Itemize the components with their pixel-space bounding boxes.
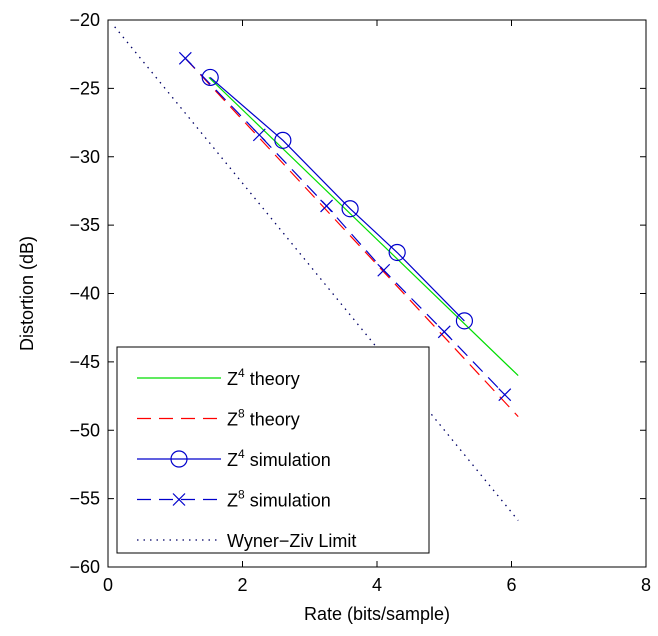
data-point-circle <box>455 312 474 330</box>
data-point-circle <box>388 243 406 262</box>
x-tick-label: 6 <box>506 575 516 595</box>
x-tick-label: 0 <box>103 575 113 595</box>
legend-label-base: Z <box>227 450 238 470</box>
legend-box <box>116 346 430 554</box>
y-tick-label: −55 <box>69 489 100 509</box>
legend-item: Z4 simulation <box>137 447 331 470</box>
data-point-x <box>437 325 451 339</box>
x-axis-label: Rate (bits/sample) <box>304 604 450 624</box>
legend-item: Z4 theory <box>137 366 300 389</box>
data-point-circle <box>274 131 292 149</box>
legend-label-rest: simulation <box>245 491 331 511</box>
series-line-3 <box>184 57 506 396</box>
y-tick-label: −50 <box>69 420 100 440</box>
y-tick-label: −40 <box>69 284 100 304</box>
legend-label: Z4 theory <box>227 366 300 389</box>
y-tick-label: −60 <box>69 557 100 577</box>
data-point-x-stroke <box>178 51 192 65</box>
y-tick-label: −45 <box>69 352 100 372</box>
data-point-x-stroke <box>437 325 451 339</box>
data-point-circle <box>341 200 359 218</box>
data-point-x <box>320 199 333 213</box>
legend-marker-x <box>172 493 186 506</box>
y-tick-label: −30 <box>69 147 100 167</box>
legend-marker-circle <box>170 450 188 468</box>
data-point-x <box>252 128 266 142</box>
x-tick-label: 4 <box>372 575 382 595</box>
data-point-x <box>377 263 391 277</box>
x-tick-label: 8 <box>641 575 651 595</box>
legend-label-superscript: 8 <box>238 407 245 421</box>
x-tick-label: 2 <box>237 575 247 595</box>
legend-item: Wyner−Ziv Limit <box>137 531 356 551</box>
legend-label: Z4 simulation <box>227 447 331 470</box>
legend-label-base: Wyner−Ziv Limit <box>227 531 356 551</box>
series-line-0 <box>208 76 519 377</box>
legend-item: Z8 theory <box>137 407 300 430</box>
y-axis-label: Distortion (dB) <box>17 236 37 351</box>
y-tick-label: −20 <box>69 10 100 30</box>
legend-label-rest: theory <box>245 410 300 430</box>
legend-label: Wyner−Ziv Limit <box>227 531 356 551</box>
legend-label-superscript: 8 <box>238 488 245 502</box>
data-point-x-stroke <box>377 263 391 277</box>
series-line-2 <box>209 76 465 322</box>
legend-label-rest: simulation <box>245 450 331 470</box>
plot-area <box>114 26 519 521</box>
y-tick-label: −25 <box>69 78 100 98</box>
legend-label-superscript: 4 <box>238 447 245 461</box>
y-tick-label: −35 <box>69 215 100 235</box>
legend-label-base: Z <box>227 491 238 511</box>
series-line-1 <box>184 57 519 418</box>
axes: 0 2 4 6 8 −60 −55 −50 −45 −40 −35 −30 −25 −20 <box>69 10 651 595</box>
legend-label-base: Z <box>227 369 238 389</box>
data-point-x <box>178 51 192 65</box>
data-point-x-stroke <box>320 199 333 213</box>
data-point-x-stroke <box>252 128 266 142</box>
data-point-circle <box>201 68 219 87</box>
legend-label: Z8 simulation <box>227 488 331 511</box>
legend-label-base: Z <box>227 410 238 430</box>
legend-label-rest: theory <box>245 369 300 389</box>
data-point-x <box>498 388 512 402</box>
series-line-4 <box>114 26 519 521</box>
legend-item: Z8 simulation <box>137 488 331 511</box>
data-point-x-stroke <box>498 388 512 402</box>
legend-label: Z8 theory <box>227 407 300 430</box>
legend-label-superscript: 4 <box>238 366 245 380</box>
